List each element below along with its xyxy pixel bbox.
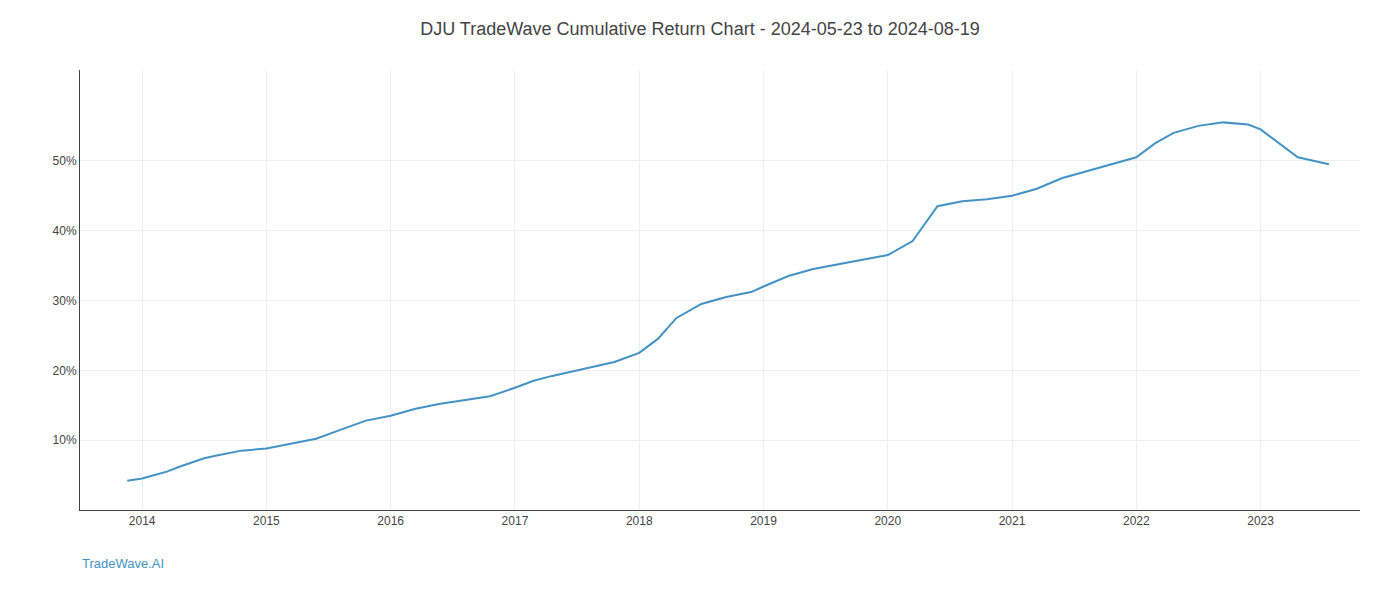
svg-text:2020: 2020 <box>874 514 901 528</box>
svg-text:2022: 2022 <box>1123 514 1150 528</box>
svg-text:DJU TradeWave Cumulative Retur: DJU TradeWave Cumulative Return Chart - … <box>420 19 980 39</box>
svg-text:2016: 2016 <box>377 514 404 528</box>
svg-text:2014: 2014 <box>129 514 156 528</box>
svg-text:TradeWave.AI: TradeWave.AI <box>82 556 164 571</box>
svg-text:2017: 2017 <box>502 514 529 528</box>
svg-text:40%: 40% <box>53 224 77 238</box>
svg-text:10%: 10% <box>53 433 77 447</box>
svg-text:50%: 50% <box>53 154 77 168</box>
svg-text:30%: 30% <box>53 294 77 308</box>
svg-text:2019: 2019 <box>750 514 777 528</box>
svg-text:2021: 2021 <box>999 514 1026 528</box>
svg-text:2023: 2023 <box>1247 514 1274 528</box>
svg-text:2015: 2015 <box>253 514 280 528</box>
svg-text:20%: 20% <box>53 364 77 378</box>
svg-text:2018: 2018 <box>626 514 653 528</box>
